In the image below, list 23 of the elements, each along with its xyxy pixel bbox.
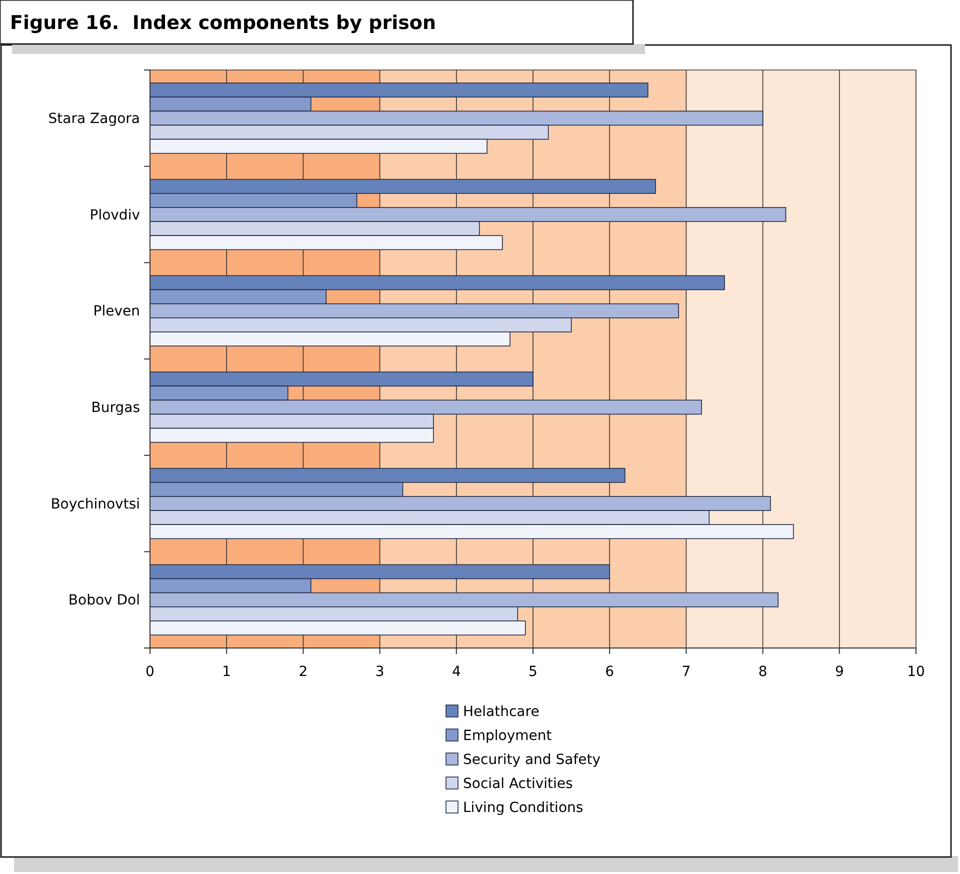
legend-label: Social Activities bbox=[463, 776, 573, 792]
legend-label: Living Conditions bbox=[463, 800, 584, 816]
x-tick-label: 4 bbox=[452, 664, 461, 680]
x-tick-label: 1 bbox=[222, 664, 232, 680]
x-tick-label: 5 bbox=[528, 664, 538, 680]
legend-label: Employment bbox=[463, 728, 552, 744]
y-tick-label: Boychinovtsi bbox=[50, 496, 140, 512]
x-tick-label: 8 bbox=[758, 664, 768, 680]
x-tick-label: 2 bbox=[298, 664, 308, 680]
y-tick-label: Bobov Dol bbox=[68, 592, 140, 609]
x-tick-label: 0 bbox=[146, 664, 154, 680]
legend-label: Security and Safety bbox=[463, 752, 601, 768]
x-tick-label: 6 bbox=[605, 664, 614, 680]
x-tick-label: 3 bbox=[375, 664, 384, 680]
chart-title: Figure 16. Index components by prison bbox=[10, 12, 436, 34]
y-tick-label: Stara Zagora bbox=[48, 111, 140, 128]
y-tick-label: Plovdiv bbox=[90, 207, 140, 224]
x-tick-label: 10 bbox=[907, 664, 925, 680]
y-tick-label: Pleven bbox=[93, 304, 140, 320]
y-tick-label: Burgas bbox=[91, 400, 140, 416]
legend-label: Helathcare bbox=[463, 704, 540, 720]
x-tick-label: 7 bbox=[682, 664, 691, 680]
x-tick-label: 9 bbox=[834, 664, 844, 680]
